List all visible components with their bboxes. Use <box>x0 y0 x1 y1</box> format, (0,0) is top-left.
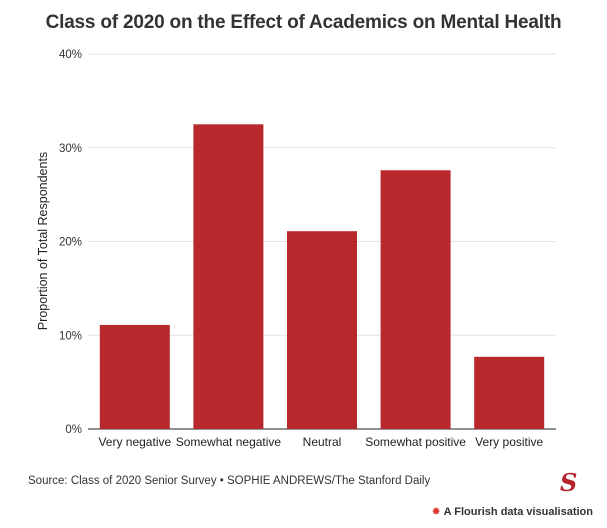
flourish-credit[interactable]: ✸ A Flourish data visualisation <box>431 505 593 518</box>
x-tick-label: Somewhat positive <box>365 435 466 449</box>
y-tick-label: 0% <box>65 424 82 436</box>
bar-somewhat-positive[interactable] <box>380 170 451 429</box>
y-tick-label: 10% <box>59 330 82 342</box>
source-note: Source: Class of 2020 Senior Survey • SO… <box>28 475 431 487</box>
bar-neutral[interactable] <box>287 231 357 429</box>
flourish-label: A Flourish data visualisation <box>443 506 593 518</box>
x-tick-label: Somewhat negative <box>176 435 282 449</box>
x-tick-label: Very positive <box>475 435 543 449</box>
bar-very-negative[interactable] <box>99 324 170 429</box>
flourish-star-icon: ✸ <box>431 506 441 518</box>
x-tick-label: Neutral <box>303 435 342 449</box>
bar-very-positive[interactable] <box>474 356 545 429</box>
x-tick-label: Very negative <box>98 435 171 449</box>
y-tick-label: 30% <box>59 143 82 155</box>
bar-somewhat-negative[interactable] <box>193 124 264 429</box>
y-tick-label: 20% <box>59 237 82 249</box>
y-tick-label: 40% <box>59 49 82 61</box>
chart-title: Class of 2020 on the Effect of Academics… <box>45 12 562 33</box>
y-axis-label: Proportion of Total Respondents <box>36 152 50 330</box>
stanford-daily-logo[interactable]: S <box>560 468 578 497</box>
